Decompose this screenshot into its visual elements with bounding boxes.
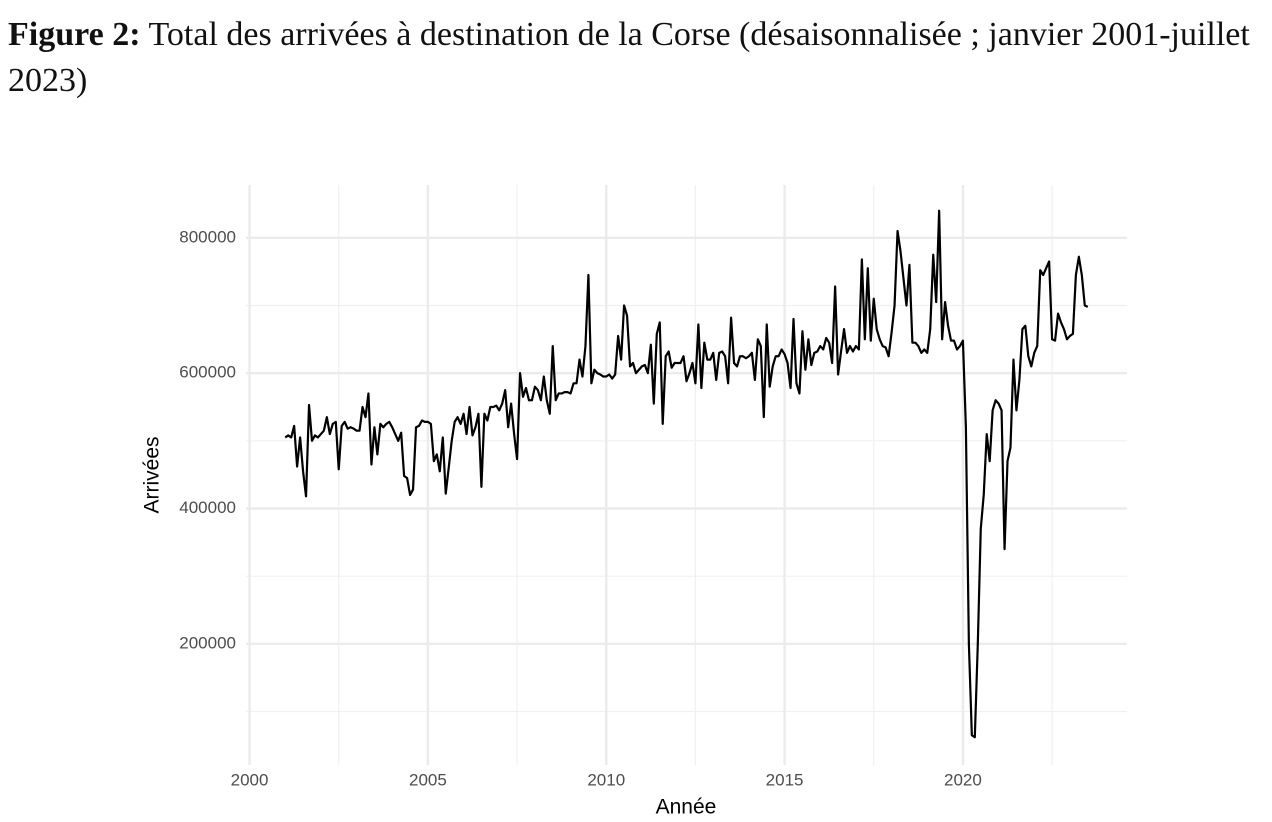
x-tick-label: 2020 — [944, 770, 982, 789]
x-tick-label: 2010 — [587, 770, 625, 789]
data-line — [284, 209, 1089, 739]
figure-label: Figure 2: — [8, 16, 141, 53]
chart-title: Total des arrivées à destination de la C… — [8, 16, 1250, 99]
x-axis-label: Année — [656, 796, 717, 819]
y-tick-label: 200000 — [179, 633, 236, 652]
x-tick-label: 2015 — [766, 770, 804, 789]
x-tick-label: 2000 — [231, 770, 269, 789]
y-tick-label: 600000 — [179, 363, 236, 382]
y-axis-label: Arrivées — [141, 436, 164, 513]
y-tick-label: 800000 — [179, 227, 236, 246]
caption: Figure 2: Total des arrivées à destinatio… — [8, 12, 1270, 104]
x-tick-label: 2005 — [409, 770, 447, 789]
grid — [246, 185, 1127, 765]
y-tick-label: 400000 — [179, 498, 236, 517]
